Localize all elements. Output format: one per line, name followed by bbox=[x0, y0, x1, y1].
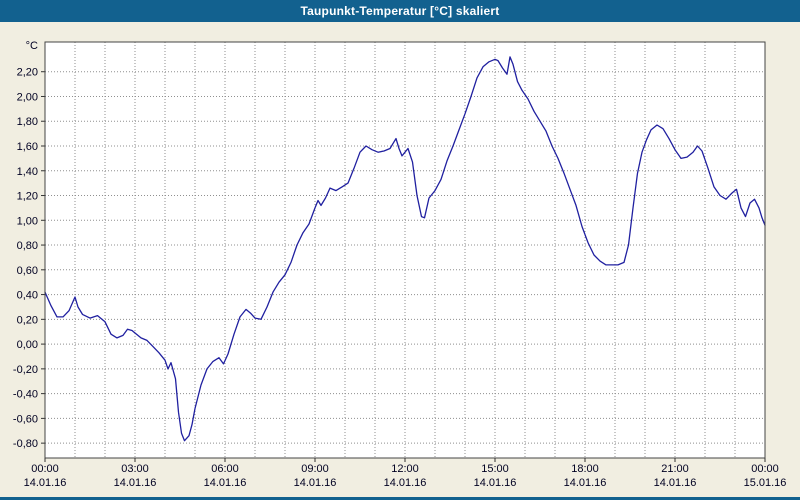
x-tick-date-label: 15.01.16 bbox=[744, 477, 787, 489]
y-tick-label: 0,60 bbox=[17, 265, 38, 277]
y-tick-label: 0,00 bbox=[17, 339, 38, 351]
y-tick-label: -0,80 bbox=[13, 438, 38, 450]
y-tick-label: 0,20 bbox=[17, 314, 38, 326]
x-tick-date-label: 14.01.16 bbox=[474, 477, 517, 489]
x-tick-date-label: 14.01.16 bbox=[294, 477, 337, 489]
y-tick-label: 1,60 bbox=[17, 141, 38, 153]
x-tick-date-label: 14.01.16 bbox=[564, 477, 607, 489]
line-chart: 2,20 2,00 1,80 1,60 1,40 1,20 1,00 0,80 0,60 0,40… bbox=[0, 22, 800, 500]
x-tick-time-label: 12:00 bbox=[391, 463, 419, 475]
x-tick-time-label: 09:00 bbox=[301, 463, 329, 475]
bottom-border bbox=[0, 497, 800, 500]
y-tick-label: 0,80 bbox=[17, 240, 38, 252]
x-tick-time-label: 06:00 bbox=[211, 463, 239, 475]
x-tick-date-label: 14.01.16 bbox=[654, 477, 697, 489]
x-tick-date-label: 14.01.16 bbox=[114, 477, 157, 489]
y-tick-label: 0,40 bbox=[17, 290, 38, 302]
x-tick-time-label: 18:00 bbox=[571, 463, 599, 475]
y-tick-label: 1,80 bbox=[17, 116, 38, 128]
data-line bbox=[44, 56, 766, 442]
x-tick-date-label: 14.01.16 bbox=[384, 477, 427, 489]
y-tick-label: -0,20 bbox=[13, 364, 38, 376]
y-tick-label: -0,60 bbox=[13, 413, 38, 425]
y-tick-label: 2,20 bbox=[17, 67, 38, 79]
x-tick-time-label: 15:00 bbox=[481, 463, 509, 475]
y-tick-label: 1,00 bbox=[17, 215, 38, 227]
x-tick-time-label: 21:00 bbox=[661, 463, 689, 475]
y-tick-label: 1,20 bbox=[17, 191, 38, 203]
y-tick-label: 1,40 bbox=[17, 166, 38, 178]
x-tick-time-label: 03:00 bbox=[121, 463, 149, 475]
chart-title: Taupunkt-Temperatur [°C] skaliert bbox=[0, 0, 800, 22]
x-tick-date-label: 14.01.16 bbox=[24, 477, 67, 489]
y-tick-label: -0,40 bbox=[13, 389, 38, 401]
y-axis-unit-label: °C bbox=[26, 40, 38, 52]
y-tick-label: 2,00 bbox=[17, 91, 38, 103]
x-tick-time-label: 00:00 bbox=[31, 463, 59, 475]
x-tick-date-label: 14.01.16 bbox=[204, 477, 247, 489]
x-tick-time-label: 00:00 bbox=[751, 463, 779, 475]
